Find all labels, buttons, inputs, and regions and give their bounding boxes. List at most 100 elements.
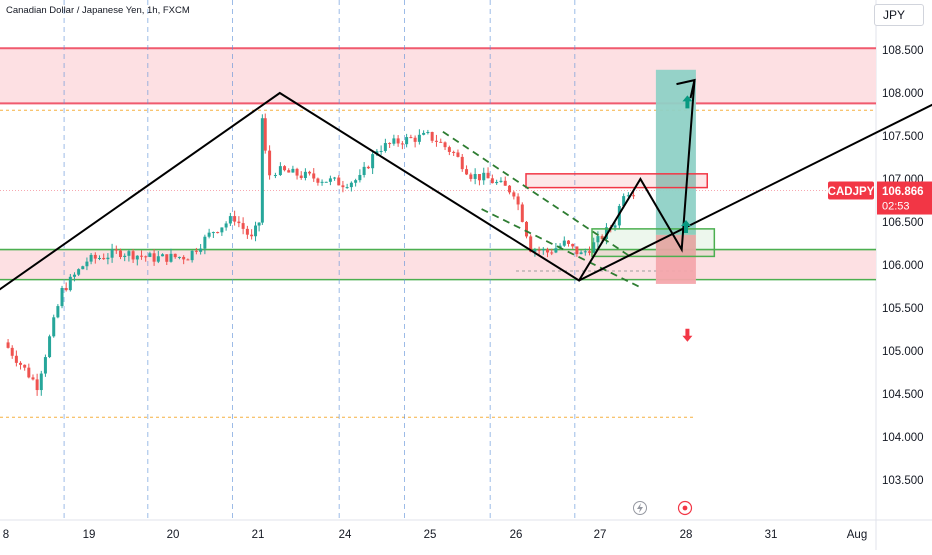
candle-body bbox=[199, 248, 203, 252]
candle bbox=[486, 167, 490, 179]
candle bbox=[31, 374, 35, 381]
candle bbox=[93, 252, 97, 264]
price-tick-label: 105.000 bbox=[882, 346, 924, 358]
candle bbox=[123, 253, 127, 262]
last-price-label[interactable] bbox=[877, 181, 932, 215]
candle bbox=[72, 272, 76, 282]
candle bbox=[520, 202, 524, 223]
zigzag-projection[interactable] bbox=[0, 80, 696, 291]
candle bbox=[268, 145, 272, 180]
channel-line-1[interactable] bbox=[442, 130, 631, 258]
symbol-tag[interactable] bbox=[828, 181, 874, 200]
candle bbox=[443, 141, 447, 151]
countdown-text: 02:53 bbox=[882, 201, 910, 213]
candle-body bbox=[203, 236, 207, 249]
candle-body bbox=[443, 142, 447, 148]
candle bbox=[237, 216, 241, 228]
candle-body bbox=[328, 178, 332, 182]
candle bbox=[456, 149, 460, 158]
candle-body bbox=[268, 150, 272, 176]
candle bbox=[337, 175, 341, 186]
candle-body bbox=[396, 138, 400, 144]
candle bbox=[98, 255, 101, 261]
candle-body bbox=[273, 175, 277, 177]
candle-body bbox=[520, 204, 524, 222]
candle-body bbox=[473, 174, 477, 179]
candle bbox=[194, 247, 198, 255]
candle bbox=[362, 162, 366, 178]
candle bbox=[152, 249, 156, 266]
lightning-icon[interactable] bbox=[633, 501, 647, 515]
candle bbox=[366, 165, 370, 170]
last-price-text: 106.866 bbox=[882, 186, 924, 198]
candle-body bbox=[525, 221, 528, 237]
candle bbox=[203, 234, 207, 255]
candle-body bbox=[52, 317, 56, 337]
candle-body bbox=[392, 138, 396, 144]
candle-body bbox=[469, 174, 473, 179]
candle-body bbox=[337, 177, 341, 186]
candle bbox=[303, 168, 307, 181]
candle-body bbox=[89, 254, 93, 262]
candle bbox=[413, 135, 417, 148]
time-tick-label: 28 bbox=[680, 529, 693, 541]
candle-body bbox=[254, 225, 258, 237]
ascending-trendline[interactable] bbox=[578, 100, 932, 282]
candle bbox=[19, 361, 23, 370]
currency-selector[interactable]: JPY bbox=[874, 4, 924, 26]
candle bbox=[228, 212, 232, 227]
candle bbox=[43, 354, 47, 377]
candle-body bbox=[499, 180, 503, 182]
candle-body bbox=[241, 223, 245, 229]
grid-layer bbox=[63, 0, 576, 520]
support-zone[interactable] bbox=[0, 249, 876, 280]
time-tick-label: 24 bbox=[339, 529, 352, 541]
candle bbox=[439, 138, 443, 143]
candle bbox=[503, 176, 507, 186]
record-icon[interactable] bbox=[677, 500, 693, 516]
candle bbox=[161, 253, 165, 257]
candle-body bbox=[508, 185, 512, 193]
candle bbox=[426, 129, 430, 135]
channel-line-2[interactable] bbox=[481, 208, 640, 288]
long-position-stop[interactable] bbox=[655, 234, 696, 284]
time-tick-label: 8 bbox=[3, 529, 9, 541]
candle bbox=[405, 133, 409, 148]
candle-body bbox=[220, 227, 224, 233]
candle bbox=[77, 268, 81, 277]
candle-body bbox=[541, 249, 545, 251]
candle-body bbox=[537, 249, 541, 251]
candle bbox=[465, 165, 469, 176]
candle-body bbox=[72, 274, 76, 277]
resistance-zone[interactable] bbox=[0, 48, 876, 104]
supply-box[interactable] bbox=[525, 173, 708, 189]
candle-body bbox=[237, 221, 241, 224]
candle bbox=[245, 225, 249, 239]
candle bbox=[81, 265, 85, 270]
candle bbox=[512, 190, 516, 200]
candle bbox=[211, 231, 215, 238]
candle-body bbox=[165, 254, 169, 262]
candle bbox=[562, 236, 566, 247]
candle-body bbox=[19, 362, 23, 365]
candle bbox=[177, 256, 181, 260]
candle bbox=[156, 251, 160, 264]
candle-body bbox=[529, 236, 533, 252]
time-tick-label: Aug bbox=[847, 529, 867, 541]
candle bbox=[233, 210, 237, 226]
candle bbox=[316, 177, 320, 186]
candle-body bbox=[156, 256, 160, 262]
candle bbox=[216, 231, 220, 234]
time-tick-label: 21 bbox=[252, 529, 265, 541]
candle bbox=[60, 285, 64, 309]
price-tick-label: 105.500 bbox=[882, 303, 924, 315]
candle bbox=[224, 221, 228, 231]
candle bbox=[295, 167, 299, 180]
candle bbox=[68, 273, 72, 292]
candle bbox=[600, 234, 604, 242]
candle-body bbox=[39, 373, 43, 391]
candle-body bbox=[182, 256, 186, 260]
candle-body bbox=[452, 151, 456, 153]
